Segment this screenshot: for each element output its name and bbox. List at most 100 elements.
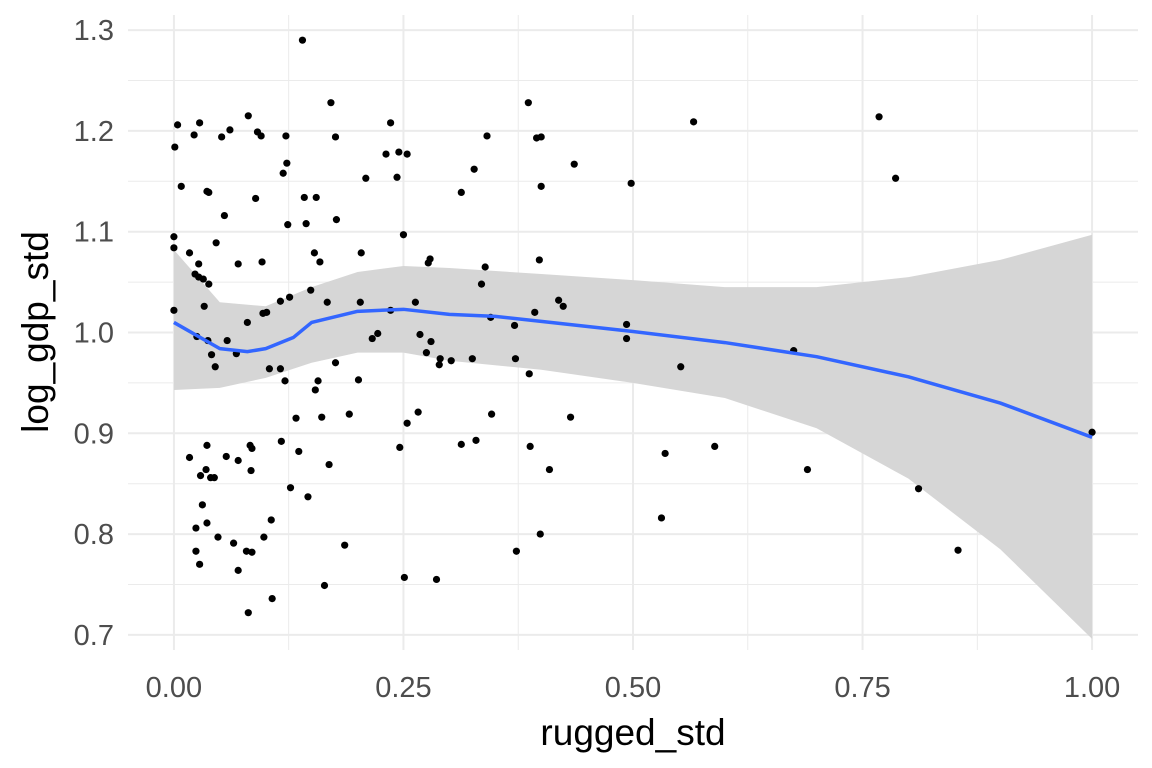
data-point bbox=[559, 302, 567, 310]
data-point bbox=[258, 258, 266, 266]
data-point bbox=[252, 194, 260, 203]
data-point bbox=[422, 349, 431, 357]
data-point bbox=[325, 460, 333, 469]
data-point bbox=[566, 413, 575, 421]
data-point bbox=[282, 132, 290, 140]
data-point bbox=[242, 547, 251, 555]
data-point bbox=[196, 119, 204, 127]
data-point bbox=[677, 363, 685, 371]
x-tick-label: 0.50 bbox=[605, 672, 661, 704]
data-point bbox=[212, 239, 220, 247]
data-point bbox=[457, 440, 465, 448]
data-point bbox=[657, 514, 666, 522]
data-point bbox=[248, 444, 256, 453]
data-point bbox=[331, 133, 340, 141]
data-point bbox=[304, 493, 312, 501]
data-point bbox=[277, 437, 285, 445]
data-point bbox=[875, 113, 883, 121]
data-point bbox=[524, 99, 532, 107]
data-point bbox=[914, 485, 923, 493]
data-point bbox=[220, 211, 229, 220]
data-point bbox=[536, 530, 544, 538]
data-point bbox=[214, 533, 222, 541]
data-point bbox=[229, 539, 238, 547]
data-point bbox=[222, 452, 230, 461]
data-point bbox=[531, 308, 539, 316]
data-point bbox=[276, 297, 285, 305]
confidence-ribbon bbox=[173, 234, 1093, 639]
data-point bbox=[185, 249, 194, 257]
data-point bbox=[457, 188, 465, 196]
data-point bbox=[468, 355, 476, 363]
y-tick-label: 1.1 bbox=[74, 217, 114, 249]
data-point bbox=[711, 442, 719, 450]
data-point bbox=[226, 126, 234, 134]
data-point bbox=[323, 298, 331, 306]
data-point bbox=[403, 419, 411, 427]
data-point bbox=[312, 193, 320, 202]
data-point bbox=[265, 365, 273, 373]
data-point bbox=[537, 133, 545, 141]
data-point bbox=[436, 355, 444, 363]
data-point bbox=[354, 376, 363, 384]
data-point bbox=[267, 516, 275, 524]
y-tick-label: 0.7 bbox=[74, 620, 114, 652]
data-point bbox=[177, 182, 185, 190]
data-point bbox=[185, 453, 194, 462]
data-point bbox=[223, 336, 231, 345]
smooth-line-layer bbox=[173, 307, 1093, 439]
data-point bbox=[622, 320, 631, 329]
data-point bbox=[316, 258, 324, 266]
data-point bbox=[320, 581, 329, 590]
confidence-ribbon-layer bbox=[173, 234, 1093, 639]
data-point bbox=[196, 560, 204, 568]
data-point bbox=[477, 280, 486, 288]
data-point bbox=[170, 244, 178, 252]
data-point bbox=[803, 465, 812, 474]
data-point bbox=[526, 442, 534, 450]
data-point bbox=[199, 275, 207, 283]
data-point bbox=[170, 233, 178, 241]
data-point bbox=[332, 216, 341, 224]
data-point bbox=[286, 293, 294, 301]
data-point bbox=[525, 370, 533, 378]
data-point bbox=[286, 484, 295, 492]
data-point bbox=[195, 260, 203, 268]
data-point bbox=[483, 132, 491, 140]
y-tick-label: 0.9 bbox=[74, 418, 114, 450]
data-point bbox=[510, 321, 519, 330]
data-point bbox=[307, 286, 315, 294]
points-layer bbox=[170, 36, 1096, 617]
data-point bbox=[202, 465, 210, 474]
data-point bbox=[295, 447, 303, 456]
data-point bbox=[311, 386, 319, 394]
data-point bbox=[310, 249, 318, 257]
data-point bbox=[173, 121, 182, 129]
data-point bbox=[283, 159, 291, 167]
data-point bbox=[622, 334, 631, 343]
data-point bbox=[244, 112, 252, 120]
data-point bbox=[292, 414, 300, 422]
data-point bbox=[555, 296, 563, 304]
data-point bbox=[263, 308, 271, 316]
y-tick-label: 1.0 bbox=[74, 318, 114, 350]
data-point bbox=[470, 165, 478, 173]
data-point bbox=[535, 256, 543, 264]
data-point bbox=[345, 410, 353, 418]
data-point bbox=[570, 160, 578, 168]
data-point bbox=[207, 351, 216, 359]
data-point bbox=[395, 148, 403, 156]
data-point bbox=[192, 547, 200, 555]
x-axis-title: rugged_std bbox=[540, 712, 725, 753]
data-point bbox=[196, 472, 205, 480]
data-point bbox=[414, 408, 422, 416]
data-point bbox=[314, 377, 322, 385]
y-axis-title: log_gdp_std bbox=[15, 231, 56, 433]
data-point bbox=[276, 365, 285, 373]
data-point bbox=[954, 546, 962, 554]
data-point bbox=[190, 131, 198, 139]
data-point bbox=[198, 501, 206, 509]
data-point bbox=[210, 474, 218, 482]
data-point bbox=[170, 306, 178, 314]
